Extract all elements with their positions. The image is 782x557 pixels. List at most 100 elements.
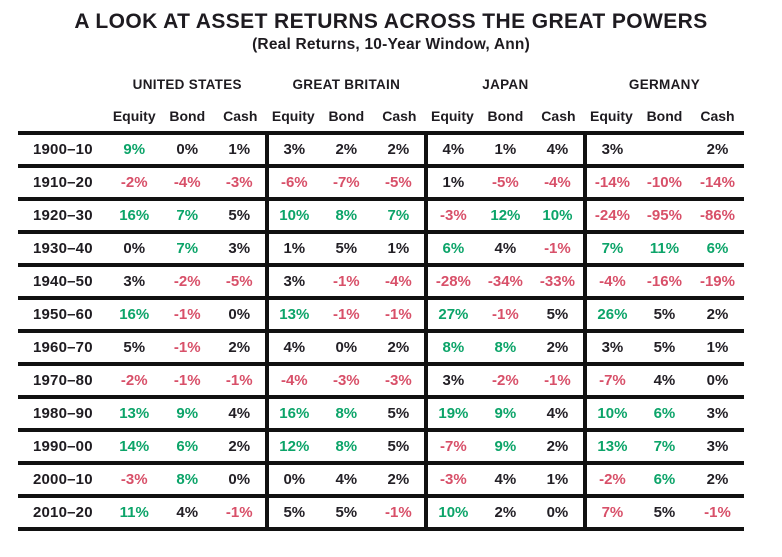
return-cell: 6% — [637, 395, 691, 431]
return-cell: 1% — [372, 230, 426, 266]
return-cell: -28% — [423, 263, 479, 299]
return-cell: 6% — [160, 428, 214, 464]
return-cell: 3% — [582, 329, 638, 365]
return-cell: 4% — [213, 395, 267, 431]
return-cell: -33% — [531, 263, 585, 299]
return-cell: 26% — [582, 296, 638, 332]
return-cell: -16% — [637, 263, 691, 299]
table-row: 1940–50 3% -2% -5% 3% -1% -4% -28% -34% -33% -4% -1… — [18, 263, 744, 299]
return-cell: -1% — [319, 296, 373, 332]
return-cell: 2% — [690, 461, 744, 497]
return-cell: 2% — [372, 131, 426, 167]
return-cell: 0% — [213, 296, 267, 332]
return-cell: 8% — [478, 329, 532, 365]
return-cell: -14% — [690, 164, 744, 200]
return-cell: 7% — [160, 230, 214, 266]
return-cell: 8% — [319, 197, 373, 233]
return-cell: 16% — [107, 296, 161, 332]
return-cell: 10% — [423, 494, 479, 532]
return-cell: 3% — [264, 263, 320, 299]
return-cell: -10% — [637, 164, 691, 200]
return-cell: 0% — [160, 131, 214, 167]
return-cell: 5% — [637, 296, 691, 332]
return-cell: 13% — [582, 428, 638, 464]
table-row: 2000–10 -3% 8% 0% 0% 4% 2% -3% 4% 1% -2% 6% 2% — [18, 461, 744, 497]
return-cell: 5% — [372, 428, 426, 464]
return-cell: 9% — [160, 395, 214, 431]
return-cell: 10% — [264, 197, 320, 233]
return-cell: 0% — [690, 362, 744, 398]
return-cell: -1% — [690, 494, 744, 532]
return-cell: -6% — [264, 164, 320, 200]
asset-header-equity: Equity — [430, 108, 474, 125]
return-cell: 3% — [423, 362, 479, 398]
return-cell: 7% — [160, 197, 214, 233]
return-cell: -1% — [319, 263, 373, 299]
asset-header-cash: Cash — [223, 108, 258, 125]
period-cell: 1940–50 — [18, 263, 108, 299]
period-cell: 2010–20 — [18, 494, 108, 532]
return-cell: -2% — [582, 461, 638, 497]
return-cell: -95% — [637, 197, 691, 233]
period-cell: 1960–70 — [18, 329, 108, 365]
return-cell — [637, 131, 691, 167]
return-cell: -1% — [213, 494, 267, 532]
returns-table: UNITED STATES GREAT BRITAIN JAPAN GERMAN… — [18, 66, 744, 532]
return-cell: 5% — [213, 197, 267, 233]
return-cell: 4% — [531, 395, 585, 431]
return-cell: 8% — [160, 461, 214, 497]
asset-header-bond: Bond — [646, 108, 683, 125]
return-cell: 7% — [372, 197, 426, 233]
return-cell: 5% — [531, 296, 585, 332]
country-header-united-states: UNITED STATES — [132, 77, 242, 93]
return-cell: -2% — [107, 164, 161, 200]
return-cell: -4% — [372, 263, 426, 299]
return-cell: -7% — [319, 164, 373, 200]
return-cell: 16% — [107, 197, 161, 233]
return-cell: -1% — [213, 362, 267, 398]
period-cell: 2000–10 — [18, 461, 108, 497]
return-cell: -24% — [582, 197, 638, 233]
return-cell: 9% — [107, 131, 161, 167]
return-cell: -1% — [372, 296, 426, 332]
table-row: 1950–60 16% -1% 0% 13% -1% -1% 27% -1% 5% 26% 5% 2% — [18, 296, 744, 332]
return-cell: 4% — [478, 461, 532, 497]
page-title: A LOOK AT ASSET RETURNS ACROSS THE GREAT… — [74, 10, 708, 33]
period-cell: 1900–10 — [18, 131, 108, 167]
return-cell: -3% — [372, 362, 426, 398]
country-header-row: UNITED STATES GREAT BRITAIN JAPAN GERMAN… — [18, 66, 744, 100]
period-cell: 1920–30 — [18, 197, 108, 233]
asset-header-row: Equity Bond Cash Equity Bond Cash Equity… — [18, 100, 744, 133]
return-cell: 1% — [213, 131, 267, 167]
table-row: 1980–90 13% 9% 4% 16% 8% 5% 19% 9% 4% 10% 6% 3% — [18, 395, 744, 431]
period-cell: 1930–40 — [18, 230, 108, 266]
return-cell: -3% — [423, 197, 479, 233]
return-cell: -5% — [478, 164, 532, 200]
return-cell: -1% — [531, 230, 585, 266]
return-cell: 3% — [582, 131, 638, 167]
asset-header-equity: Equity — [112, 108, 156, 125]
return-cell: -1% — [531, 362, 585, 398]
return-cell: 2% — [478, 494, 532, 532]
return-cell: 2% — [690, 131, 744, 167]
return-cell: 3% — [213, 230, 267, 266]
return-cell: 5% — [372, 395, 426, 431]
return-cell: 13% — [264, 296, 320, 332]
return-cell: 1% — [423, 164, 479, 200]
return-cell: 7% — [637, 428, 691, 464]
return-cell: -7% — [582, 362, 638, 398]
return-cell: 8% — [319, 395, 373, 431]
return-cell: 8% — [319, 428, 373, 464]
return-cell: 5% — [637, 329, 691, 365]
return-cell: 11% — [637, 230, 691, 266]
asset-header-bond: Bond — [487, 108, 524, 125]
return-cell: 4% — [637, 362, 691, 398]
return-cell: 1% — [531, 461, 585, 497]
return-cell: 12% — [264, 428, 320, 464]
return-cell: 5% — [107, 329, 161, 365]
return-cell: 5% — [319, 494, 373, 532]
table-row: 1920–30 16% 7% 5% 10% 8% 7% -3% 12% 10% -24% -95% -8… — [18, 197, 744, 233]
return-cell: 16% — [264, 395, 320, 431]
return-cell: -14% — [582, 164, 638, 200]
return-cell: -2% — [160, 263, 214, 299]
